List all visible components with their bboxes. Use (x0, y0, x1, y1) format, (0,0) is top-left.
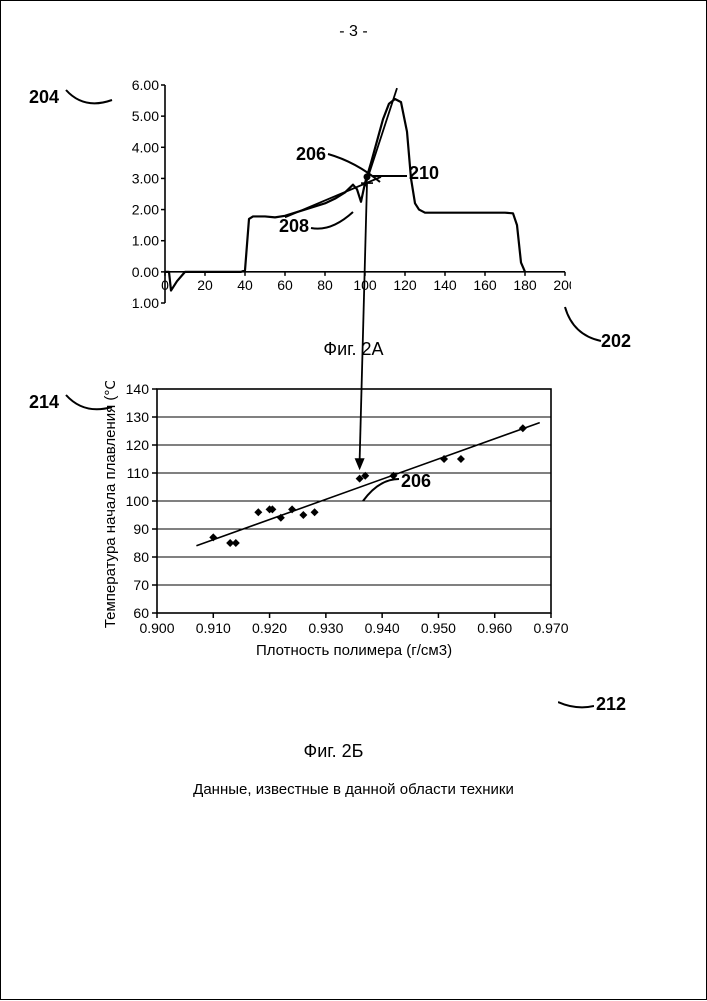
callout-212-leader (558, 700, 594, 712)
chart-b-svg: 60 70 80 90 100 110 120 130 140 0.900 0.910 0.920 0.… (101, 381, 591, 701)
callout-206-top: 206 (296, 144, 326, 165)
svg-text:Плотность полимера (г/см3): Плотность полимера (г/см3) (256, 642, 452, 659)
page-number: - 3 - (1, 23, 706, 41)
svg-text:120: 120 (393, 277, 417, 293)
callout-204-leader (64, 86, 114, 110)
svg-text:200: 200 (553, 277, 571, 293)
svg-text:80: 80 (317, 277, 333, 293)
svg-text:100: 100 (353, 277, 377, 293)
svg-text:0.920: 0.920 (252, 620, 287, 636)
svg-text:0.950: 0.950 (421, 620, 456, 636)
callout-206-bot-text: 206 (401, 471, 431, 491)
svg-text:1.00: 1.00 (132, 233, 159, 249)
callout-206-bot: 206 (401, 471, 431, 492)
svg-text:0.900: 0.900 (139, 620, 174, 636)
callout-210: 210 (409, 163, 439, 184)
svg-text:140: 140 (126, 381, 150, 397)
svg-text:0.00: 0.00 (132, 264, 159, 280)
svg-text:4.00: 4.00 (132, 139, 159, 155)
svg-text:160: 160 (473, 277, 497, 293)
callout-212: 212 (596, 694, 626, 715)
svg-text:6.00: 6.00 (132, 79, 159, 93)
callout-204: 204 (29, 86, 114, 110)
svg-text:130: 130 (126, 409, 150, 425)
svg-text:0.960: 0.960 (477, 620, 512, 636)
svg-text:100: 100 (126, 493, 150, 509)
svg-text:Температура начала плавления: Температура начала плавления (°C) (102, 381, 119, 628)
svg-text:0.930: 0.930 (308, 620, 343, 636)
svg-text:2.00: 2.00 (132, 202, 159, 218)
svg-text:0.910: 0.910 (196, 620, 231, 636)
callout-206-top-text: 206 (296, 144, 326, 164)
svg-text:-1.00: -1.00 (131, 295, 159, 311)
svg-text:60: 60 (133, 605, 149, 621)
svg-text:20: 20 (197, 277, 213, 293)
chart-a: -1.00 0.00 1.00 2.00 3.00 4.00 5.00 6.00 0 20 40 60… (131, 79, 571, 334)
callout-208: 208 (279, 216, 309, 237)
svg-text:80: 80 (133, 549, 149, 565)
callout-210-text: 210 (409, 163, 439, 183)
chart-b: 60 70 80 90 100 110 120 130 140 0.900 0.910 0.920 0.… (101, 381, 591, 706)
callout-214-text: 214 (29, 392, 59, 412)
svg-text:40: 40 (237, 277, 253, 293)
svg-text:5.00: 5.00 (132, 108, 159, 124)
svg-text:140: 140 (433, 277, 457, 293)
caption-fig-b: Фиг. 2Б (0, 741, 686, 762)
svg-text:90: 90 (133, 521, 149, 537)
svg-text:0.940: 0.940 (365, 620, 400, 636)
callout-212-text: 212 (596, 694, 626, 714)
callout-206-bot-leader (361, 475, 401, 505)
callout-208-text: 208 (279, 216, 309, 236)
svg-text:70: 70 (133, 577, 149, 593)
svg-text:0.970: 0.970 (533, 620, 568, 636)
svg-text:110: 110 (127, 465, 150, 481)
callout-208-leader (309, 208, 355, 236)
footer-note: Данные, известные в данной области техни… (1, 781, 706, 798)
svg-text:3.00: 3.00 (132, 170, 159, 186)
svg-text:60: 60 (277, 277, 293, 293)
callout-204-text: 204 (29, 87, 59, 107)
svg-text:180: 180 (513, 277, 537, 293)
callout-210-leader (373, 171, 407, 181)
svg-text:0: 0 (161, 277, 169, 293)
svg-text:120: 120 (126, 437, 150, 453)
chart-a-svg: -1.00 0.00 1.00 2.00 3.00 4.00 5.00 6.00 0 20 40 60… (131, 79, 571, 329)
caption-fig-a: Фиг. 2А (1, 339, 706, 360)
page-frame: - 3 - 204 -1.00 0.00 1.00 2.00 3.00 4.00 5.00 6… (0, 0, 707, 1000)
